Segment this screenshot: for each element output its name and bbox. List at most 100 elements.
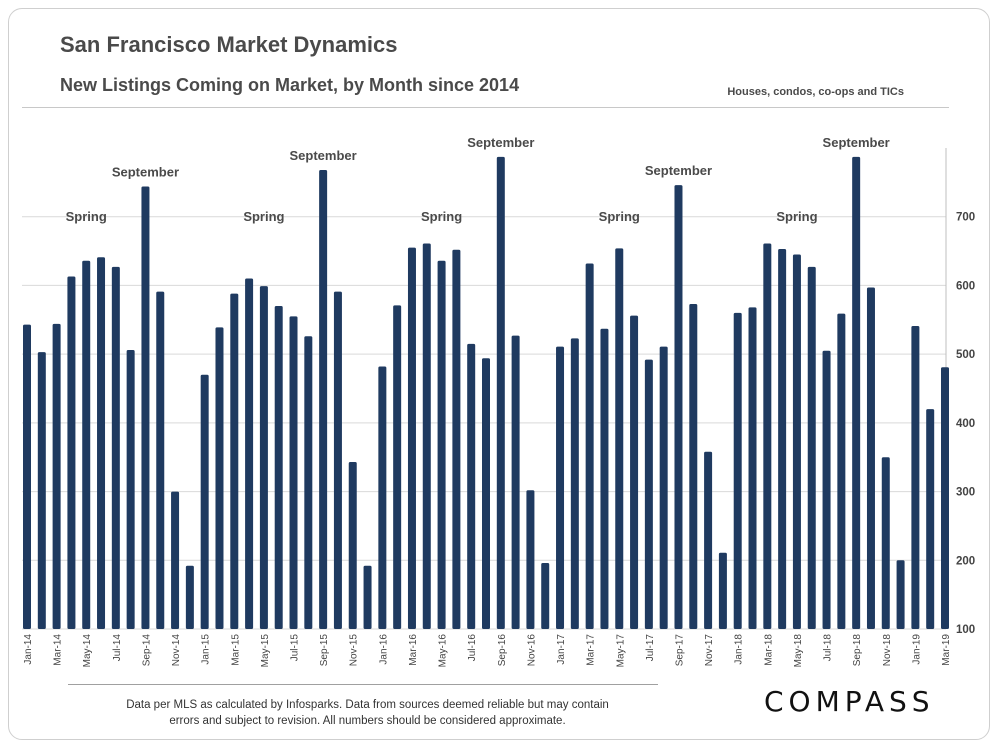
y-tick-label: 700 (956, 212, 975, 224)
bar (556, 346, 565, 629)
bar (748, 307, 757, 629)
x-tick-label: May-16 (438, 634, 449, 668)
x-tick-label: Mar-19 (941, 634, 952, 666)
bar (526, 490, 535, 629)
annotation-label: September (823, 135, 890, 150)
bar (896, 560, 905, 629)
bar (378, 366, 387, 629)
x-tick-label: Mar-17 (586, 634, 597, 666)
bar (304, 336, 313, 629)
x-tick-label: Nov-16 (526, 634, 537, 667)
bar (23, 324, 31, 629)
x-tick-label: Nov-15 (349, 634, 360, 667)
bar (111, 266, 120, 629)
x-tick-label: Jan-15 (201, 634, 212, 665)
bar (778, 249, 787, 629)
footer-line-1: Data per MLS as calculated by Infosparks… (126, 699, 609, 711)
y-tick-label: 600 (956, 280, 975, 292)
scope-note: Houses, condos, co-ops and TICs (727, 86, 904, 98)
page-title: San Francisco Market Dynamics (60, 32, 398, 57)
annotation-label: September (290, 148, 357, 163)
chart-subtitle: New Listings Coming on Market, by Month … (60, 75, 520, 95)
x-tick-label: Mar-16 (408, 634, 419, 666)
bar (452, 249, 461, 629)
bar (496, 156, 505, 629)
x-tick-label: Jan-14 (23, 634, 34, 665)
x-tick-label: Nov-17 (704, 634, 715, 667)
bar (97, 257, 106, 629)
annotation-label: September (467, 135, 534, 150)
x-tick-label: Jan-18 (734, 634, 745, 665)
x-tick-label: May-14 (82, 634, 93, 668)
bar (126, 350, 135, 629)
x-tick-label: Sep-16 (497, 634, 508, 667)
bar (511, 335, 520, 629)
bar (807, 266, 816, 629)
annotation-label: September (112, 164, 179, 179)
x-tick-label: Jul-17 (645, 634, 656, 662)
bar (141, 186, 150, 630)
bar (822, 350, 831, 629)
bar (837, 313, 846, 629)
bar (718, 552, 727, 629)
bar (615, 248, 624, 629)
bar (911, 325, 920, 629)
annotation-label: Spring (66, 209, 107, 224)
bar (363, 565, 372, 629)
bar (259, 286, 268, 629)
compass-logo: COMPASS (764, 685, 935, 718)
bar (630, 315, 639, 629)
bar (733, 312, 742, 629)
bar (674, 185, 683, 629)
bar (67, 276, 76, 629)
bar (348, 462, 357, 629)
bar (274, 306, 283, 629)
bar (866, 287, 875, 629)
x-tick-label: May-18 (793, 634, 804, 668)
x-tick-label: Sep-17 (674, 634, 685, 667)
x-tick-label: Jul-14 (112, 634, 123, 662)
x-tick-label: Mar-14 (53, 634, 64, 666)
x-tick-label: Sep-18 (852, 634, 863, 667)
annotation-label: Spring (776, 209, 817, 224)
x-tick-label: Jul-15 (290, 634, 301, 662)
bar (200, 374, 209, 629)
bar (156, 291, 165, 629)
x-tick-label: Mar-15 (230, 634, 241, 666)
bar (230, 293, 239, 629)
x-tick-label: May-15 (260, 634, 271, 668)
x-tick-label: Jan-19 (911, 634, 922, 665)
x-tick-label: Nov-18 (882, 634, 893, 667)
bar (585, 263, 594, 629)
x-tick-label: Jul-16 (467, 634, 478, 662)
bar (245, 278, 254, 629)
bar (437, 260, 446, 629)
bar (407, 247, 416, 629)
bar (659, 346, 668, 629)
y-tick-label: 400 (956, 418, 975, 430)
x-tick-label: Sep-15 (319, 634, 330, 667)
bar (185, 565, 194, 629)
y-tick-label: 200 (956, 555, 975, 567)
x-tick-label: Jul-18 (823, 634, 834, 662)
bar (600, 328, 609, 629)
bar (333, 291, 342, 629)
y-tick-label: 100 (956, 624, 975, 636)
y-tick-label: 500 (956, 349, 975, 361)
bar (422, 243, 431, 629)
bar (52, 323, 61, 629)
bar (37, 352, 46, 629)
bar (482, 358, 490, 629)
bar (763, 243, 772, 629)
bar (941, 367, 949, 629)
bar (393, 305, 402, 629)
bar (570, 338, 579, 629)
footer-disclaimer: Data per MLS as calculated by Infosparks… (95, 697, 640, 729)
bar (82, 260, 91, 629)
bar (319, 169, 328, 629)
bar (689, 303, 698, 629)
header-divider (22, 107, 949, 108)
bar (171, 491, 180, 629)
x-tick-label: Jan-17 (556, 634, 567, 665)
